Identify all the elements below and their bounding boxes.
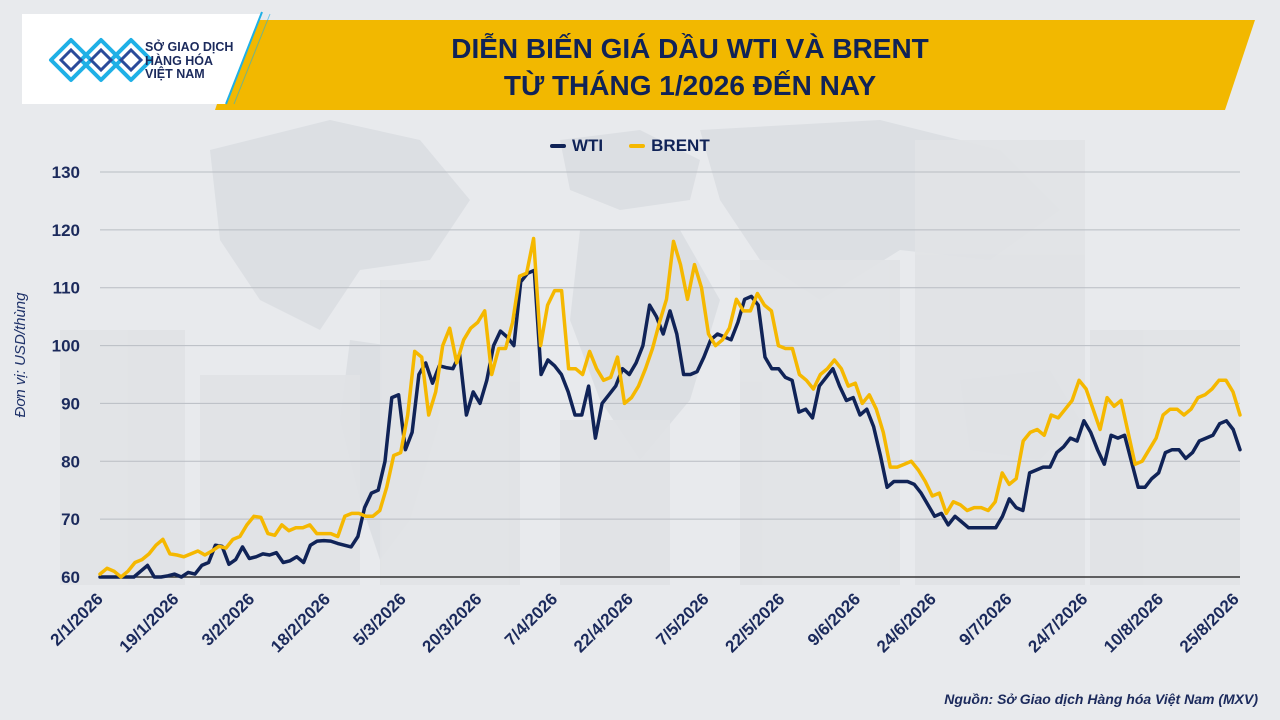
series-line-brent: [98, 236, 1242, 579]
title-line-1: DIỄN BIẾN GIÁ DẦU WTI VÀ BRENT: [451, 33, 929, 64]
x-tick-label: 24/7/2026: [1024, 589, 1091, 656]
y-tick-label: 60: [61, 568, 80, 587]
logo-line-3: VIỆT NAM: [145, 67, 205, 81]
series-line-wti: [98, 268, 1242, 579]
x-tick-label: 7/4/2026: [501, 589, 561, 649]
legend-item-brent: BRENT: [629, 136, 710, 156]
y-tick-label: 100: [52, 337, 80, 356]
legend-label-brent: BRENT: [651, 136, 710, 155]
x-tick-label: 9/7/2026: [955, 589, 1015, 649]
x-tick-label: 25/8/2026: [1176, 589, 1243, 656]
logo-text: SỞ GIAO DỊCH HÀNG HÓA VIỆT NAM: [145, 40, 234, 82]
logo: [20, 22, 220, 102]
legend-label-wti: WTI: [572, 136, 604, 155]
x-tick-label: 22/5/2026: [722, 589, 789, 656]
y-tick-label: 130: [52, 163, 80, 182]
title-line-2: TỪ THÁNG 1/2026 ĐẾN NAY: [503, 70, 877, 101]
x-tick-label: 19/1/2026: [116, 589, 183, 656]
x-tick-label: 7/5/2026: [652, 589, 712, 649]
x-tick-label: 20/3/2026: [419, 589, 486, 656]
x-tick-label: 3/2/2026: [198, 589, 258, 649]
logo-line-2: HÀNG HÓA: [145, 53, 214, 68]
y-tick-label: 120: [52, 221, 80, 240]
mxv-logo-icon: [49, 38, 153, 82]
header-banner: [22, 11, 1255, 110]
legend-swatch-brent: [629, 144, 646, 148]
x-tick-label: 10/8/2026: [1100, 589, 1167, 656]
chart-title: DIỄN BIẾN GIÁ DẦU WTI VÀ BRENT TỪ THÁNG …: [280, 30, 1100, 104]
logo-line-1: SỞ GIAO DỊCH: [145, 40, 234, 54]
source-note: Nguồn: Sở Giao dịch Hàng hóa Việt Nam (M…: [944, 691, 1258, 707]
x-tick-label: 24/6/2026: [873, 589, 940, 656]
x-tick-label: 22/4/2026: [570, 589, 637, 656]
y-tick-label: 70: [61, 510, 80, 529]
y-tick-label: 110: [53, 279, 80, 298]
x-tick-label: 18/2/2026: [267, 589, 334, 656]
x-tick-label: 5/3/2026: [350, 589, 410, 649]
y-tick-label: 80: [61, 452, 80, 471]
legend-item-wti: WTI: [550, 136, 603, 156]
x-tick-label: 2/1/2026: [47, 589, 107, 649]
y-tick-label: 90: [61, 394, 80, 413]
legend-swatch-wti: [550, 144, 566, 148]
legend: WTI BRENT: [550, 136, 710, 156]
x-tick-label: 9/6/2026: [804, 589, 864, 649]
